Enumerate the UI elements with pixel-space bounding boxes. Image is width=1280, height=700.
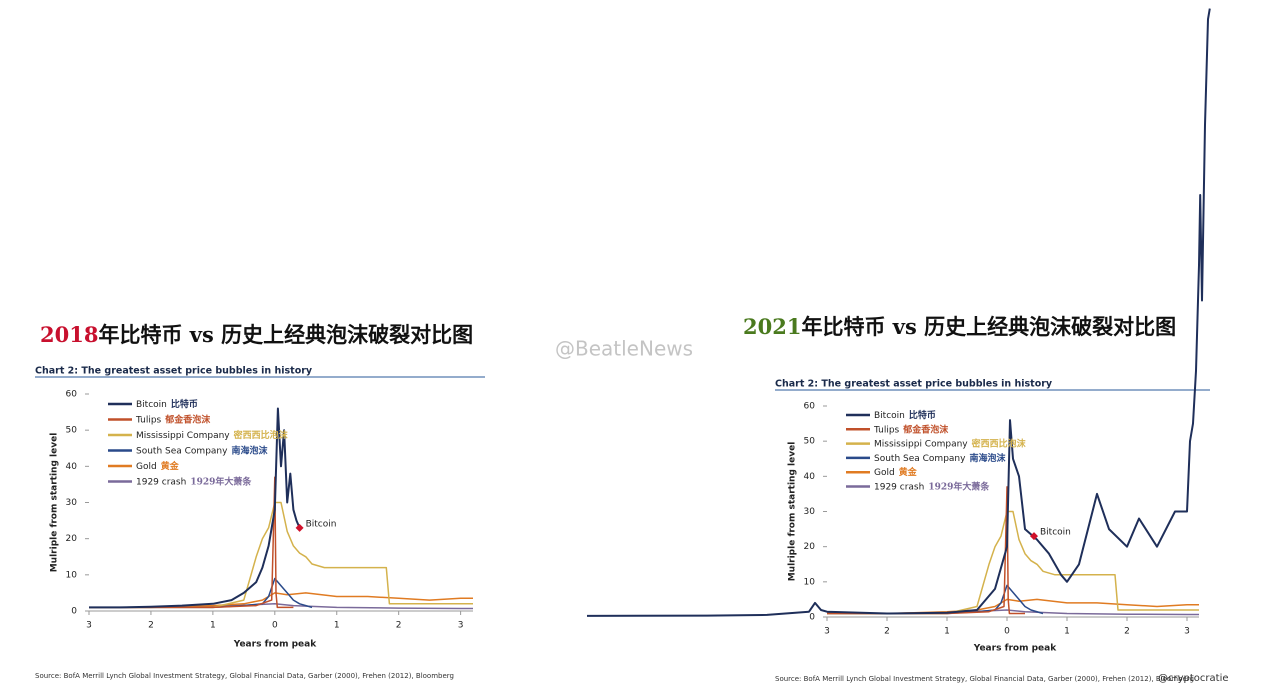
- legend-entry: 1929 crash 1929年大萧条: [136, 475, 252, 487]
- legend-name: Bitcoin: [874, 411, 905, 421]
- legend-name: Gold: [136, 462, 157, 472]
- y-tick-label: 10: [804, 577, 816, 587]
- title-year: 2021: [743, 314, 801, 339]
- x-tick-label: 2: [396, 621, 402, 631]
- x-tick-label: 1: [210, 621, 216, 631]
- source-note: Source: BofA Merrill Lynch Global Invest…: [35, 672, 454, 680]
- x-tick-label: 3: [1184, 627, 1190, 637]
- y-tick-label: 40: [66, 462, 78, 472]
- x-tick-label: 2: [884, 627, 890, 637]
- x-tick-label: 0: [272, 621, 278, 631]
- x-axis-label: Years from peak: [233, 640, 317, 650]
- legend-name-zh: 郁金香泡沫: [902, 423, 949, 435]
- legend-name-zh: 南海泡沫: [231, 444, 268, 456]
- legend-name: 1929 crash: [136, 477, 186, 487]
- y-tick-label: 40: [804, 472, 816, 482]
- x-tick-label: 3: [458, 621, 464, 631]
- legend-entry: Bitcoin 比特币: [874, 409, 936, 421]
- legend-name-zh: 黄金: [899, 466, 918, 478]
- legend-name-zh: 比特币: [171, 398, 198, 410]
- x-tick-label: 3: [824, 627, 830, 637]
- series-line: [89, 592, 473, 609]
- x-tick-label: 2: [1124, 627, 1130, 637]
- legend-entry: Bitcoin 比特币: [136, 398, 198, 410]
- y-tick-label: 50: [66, 426, 78, 436]
- chart-title: 2021年比特币 vs 历史上经典泡沫破裂对比图: [743, 314, 1176, 339]
- legend-name: Bitcoin: [136, 400, 167, 410]
- legend-entry: Mississippi Company 密西西比泡沫: [874, 437, 1027, 449]
- y-tick-label: 20: [804, 542, 816, 552]
- legend-entry: Gold 黄金: [874, 466, 918, 478]
- legend-name-zh: 1929年大萧条: [190, 475, 252, 487]
- chart-subtitle: Chart 2: The greatest asset price bubble…: [775, 379, 1053, 390]
- legend-name: Tulips: [135, 415, 162, 425]
- watermark: @BeatleNews: [555, 337, 693, 361]
- x-tick-label: 1: [334, 621, 340, 631]
- y-tick-label: 30: [66, 498, 78, 508]
- series-line: [89, 476, 294, 609]
- legend-name-zh: 比特币: [909, 409, 936, 421]
- title-year: 2018: [40, 322, 98, 347]
- credit: @cryptocratie: [1158, 673, 1229, 684]
- legend-name-zh: 密西西比泡沫: [971, 437, 1027, 449]
- chart-title: 2018年比特币 vs 历史上经典泡沫破裂对比图: [40, 322, 473, 347]
- y-tick-label: 10: [66, 570, 78, 580]
- x-tick-label: 1: [944, 627, 950, 637]
- title-text: 年比特币 vs 历史上经典泡沫破裂对比图: [98, 322, 473, 347]
- series-line: [89, 407, 301, 609]
- x-tick-label: 2: [148, 621, 154, 631]
- legend-name-zh: 郁金香泡沫: [164, 413, 211, 425]
- y-axis-label: Mulriple from starting level: [788, 442, 798, 582]
- legend-name-zh: 1929年大萧条: [928, 480, 990, 492]
- annotation-label: Bitcoin: [1040, 528, 1071, 538]
- annotation-label: Bitcoin: [306, 519, 337, 529]
- title-text: 年比特币 vs 历史上经典泡沫破裂对比图: [801, 314, 1176, 339]
- annotation-marker: [295, 523, 304, 532]
- series-line: [89, 501, 473, 609]
- legend-name: 1929 crash: [874, 482, 924, 492]
- y-tick-label: 0: [71, 607, 77, 617]
- legend-entry: South Sea Company 南海泡沫: [136, 444, 268, 456]
- legend-name: Mississippi Company: [136, 431, 230, 441]
- legend-entry: South Sea Company 南海泡沫: [874, 451, 1006, 463]
- chart-subtitle: Chart 2: The greatest asset price bubble…: [35, 366, 313, 377]
- y-axis-label: Mulriple from starting level: [50, 433, 60, 573]
- legend-entry: Gold 黄金: [136, 460, 180, 472]
- legend-entry: Tulips 郁金香泡沫: [873, 423, 949, 435]
- y-tick-label: 30: [804, 507, 816, 517]
- series-line: [827, 486, 1025, 615]
- annotation-marker: [1030, 532, 1038, 541]
- source-note: Source: BofA Merrill Lynch Global Invest…: [775, 675, 1194, 683]
- legend-name: Gold: [874, 468, 895, 478]
- legend-name: Tulips: [873, 425, 900, 435]
- y-tick-label: 20: [66, 534, 78, 544]
- y-tick-label: 60: [804, 402, 816, 412]
- x-tick-label: 3: [86, 621, 92, 631]
- legend-name-zh: 南海泡沫: [969, 451, 1006, 463]
- legend-name-zh: 黄金: [161, 460, 180, 472]
- x-axis-label: Years from peak: [973, 644, 1057, 654]
- legend-name: South Sea Company: [136, 446, 228, 456]
- y-tick-label: 60: [66, 390, 78, 400]
- x-tick-label: 0: [1004, 627, 1010, 637]
- y-tick-label: 0: [809, 613, 815, 623]
- legend-name: South Sea Company: [874, 453, 966, 463]
- y-tick-label: 50: [804, 437, 816, 447]
- series-line: [827, 510, 1199, 615]
- legend-name: Mississippi Company: [874, 439, 968, 449]
- legend-entry: 1929 crash 1929年大萧条: [874, 480, 990, 492]
- legend-name-zh: 密西西比泡沫: [233, 429, 289, 441]
- legend-entry: Tulips 郁金香泡沫: [135, 413, 211, 425]
- x-tick-label: 1: [1064, 627, 1070, 637]
- legend-entry: Mississippi Company 密西西比泡沫: [136, 429, 289, 441]
- series-line: [586, 8, 1211, 617]
